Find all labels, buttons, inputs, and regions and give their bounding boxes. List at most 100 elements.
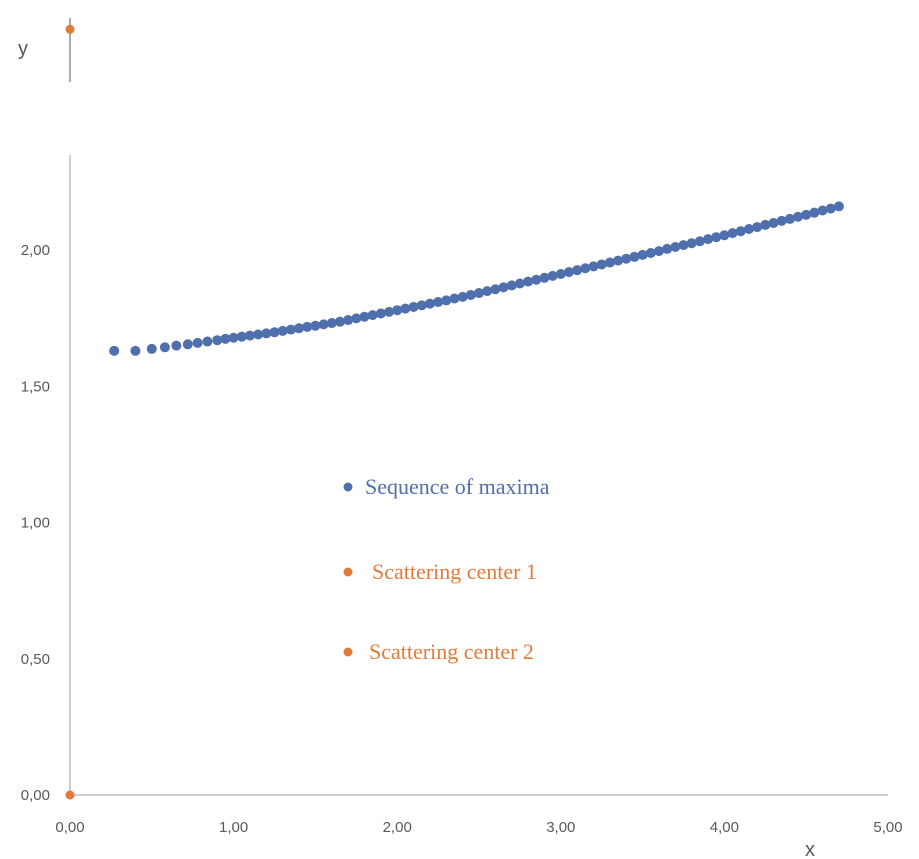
maxima-point xyxy=(735,226,746,237)
maxima-point xyxy=(604,257,615,268)
maxima-point xyxy=(703,234,714,245)
maxima-point xyxy=(637,249,648,260)
maxima-point xyxy=(449,293,460,304)
legend-marker xyxy=(343,567,353,577)
maxima-point xyxy=(833,201,844,212)
maxima-point xyxy=(621,253,632,264)
maxima-point xyxy=(109,345,120,356)
maxima-point xyxy=(482,286,493,297)
maxima-point xyxy=(711,232,722,243)
maxima-point xyxy=(686,238,697,249)
maxima-point xyxy=(563,267,574,278)
x-tick-label: 4,00 xyxy=(710,819,739,836)
maxima-point xyxy=(400,303,411,314)
y-tick-label: 2,00 xyxy=(21,242,50,259)
x-axis-title: x xyxy=(805,839,815,859)
maxima-point xyxy=(375,308,386,319)
maxima-point xyxy=(359,311,370,322)
maxima-point xyxy=(653,246,664,257)
legend-label: Scattering center 1 xyxy=(372,559,537,584)
scattering-center-1-point xyxy=(65,24,75,34)
maxima-point xyxy=(817,205,828,216)
maxima-point xyxy=(523,276,534,287)
maxima-point xyxy=(465,289,476,300)
maxima-point xyxy=(514,278,525,289)
y-axis-title: y xyxy=(18,38,28,60)
maxima-point xyxy=(694,236,705,247)
maxima-point xyxy=(613,255,624,266)
maxima-point xyxy=(490,284,501,295)
maxima-point xyxy=(776,215,787,226)
maxima-point xyxy=(645,247,656,258)
maxima-point xyxy=(392,305,403,316)
maxima-point xyxy=(768,218,779,229)
maxima-point xyxy=(212,335,223,346)
maxima-point xyxy=(244,330,255,341)
maxima-point xyxy=(572,265,583,276)
maxima-point xyxy=(277,325,288,336)
maxima-point xyxy=(433,297,444,308)
maxima-point xyxy=(809,207,820,218)
maxima-point xyxy=(130,345,141,356)
maxima-point xyxy=(506,280,517,291)
maxima-point xyxy=(228,332,239,343)
maxima-point xyxy=(662,243,673,254)
data-points xyxy=(65,24,844,800)
maxima-point xyxy=(384,306,395,317)
maxima-point xyxy=(801,209,812,220)
maxima-point xyxy=(318,319,329,330)
maxima-point xyxy=(825,203,836,214)
maxima-point xyxy=(457,291,468,302)
x-tick-labels: 0,00 1,00 2,00 3,00 4,00 5,00 xyxy=(55,819,902,836)
y-tick-label: 0,00 xyxy=(21,787,50,804)
maxima-point xyxy=(719,230,730,241)
maxima-point xyxy=(416,300,427,311)
legend-marker xyxy=(343,482,353,492)
legend-label: Scattering center 2 xyxy=(369,639,534,664)
legend-label: Sequence of maxima xyxy=(365,474,550,499)
maxima-point xyxy=(334,316,345,327)
maxima-point xyxy=(159,342,170,353)
maxima-point xyxy=(202,336,213,347)
maxima-point xyxy=(793,211,804,222)
maxima-point xyxy=(408,301,419,312)
legend-marker xyxy=(343,647,353,657)
maxima-point xyxy=(727,228,738,239)
scattering-center-2-point xyxy=(65,790,75,800)
x-tick-label: 3,00 xyxy=(546,819,575,836)
maxima-point xyxy=(588,261,599,272)
y-tick-label: 1,00 xyxy=(21,515,50,532)
y-tick-labels: 0,00 0,50 1,00 1,50 2,00 xyxy=(21,242,50,804)
maxima-point xyxy=(192,337,203,348)
maxima-point xyxy=(547,270,558,281)
maxima-point xyxy=(220,333,231,344)
maxima-point xyxy=(678,240,689,251)
maxima-point xyxy=(269,327,280,338)
y-tick-label: 1,50 xyxy=(21,378,50,395)
maxima-point xyxy=(539,272,550,283)
maxima-point xyxy=(424,298,435,309)
maxima-point xyxy=(474,288,484,299)
maxima-point xyxy=(343,315,354,326)
maxima-point xyxy=(182,339,193,350)
x-tick-label: 1,00 xyxy=(219,819,248,836)
maxima-point xyxy=(367,310,378,321)
maxima-point xyxy=(261,328,272,339)
x-tick-label: 2,00 xyxy=(383,819,412,836)
maxima-point xyxy=(629,251,640,262)
legend: Sequence of maxima Scattering center 1 Sca… xyxy=(343,474,550,664)
maxima-point xyxy=(285,324,296,335)
maxima-point xyxy=(326,318,337,329)
maxima-point xyxy=(580,263,591,274)
maxima-point xyxy=(302,321,313,332)
maxima-point xyxy=(555,268,566,279)
maxima-point xyxy=(253,329,264,340)
maxima-point xyxy=(531,274,542,285)
maxima-point xyxy=(310,320,321,331)
maxima-point xyxy=(351,313,362,324)
maxima-point xyxy=(596,259,607,270)
maxima-point xyxy=(752,222,763,233)
maxima-point xyxy=(441,295,452,306)
maxima-point xyxy=(670,242,681,253)
